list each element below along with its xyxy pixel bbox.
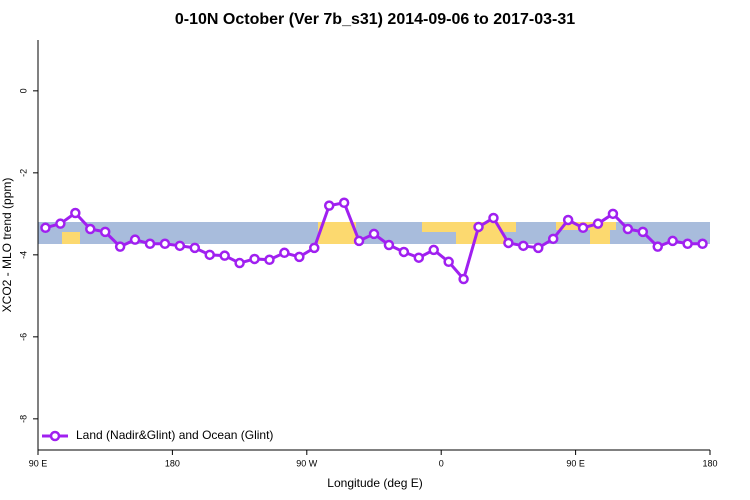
- point: [607, 208, 619, 220]
- point: [697, 238, 708, 250]
- point: [309, 242, 320, 254]
- point: [592, 218, 604, 229]
- y-tick-label: 0: [18, 88, 28, 93]
- point: [338, 197, 350, 209]
- point: [398, 246, 410, 258]
- point: [234, 257, 245, 269]
- point: [577, 222, 589, 234]
- land: [62, 232, 80, 244]
- point: [85, 223, 96, 235]
- point: [189, 242, 201, 254]
- land: [590, 230, 610, 244]
- point: [652, 241, 663, 252]
- x-tick-label: 90 E: [566, 458, 585, 468]
- point: [70, 207, 81, 219]
- y-tick-label: -2: [18, 169, 28, 177]
- x-axis-label: Longitude (deg E): [327, 476, 422, 490]
- point: [40, 222, 51, 234]
- point: [249, 253, 260, 265]
- point: [99, 226, 111, 238]
- point: [428, 244, 439, 256]
- land: [422, 222, 516, 232]
- x-tick-label: 90 W: [296, 458, 318, 468]
- point: [353, 235, 365, 247]
- point: [264, 254, 275, 266]
- axis-frame: [37, 40, 710, 451]
- point: [294, 251, 305, 263]
- point: [682, 238, 693, 250]
- point: [622, 223, 634, 235]
- y-axis-label: XCO2 - MLO trend (ppm): [0, 178, 14, 313]
- y-tick-label: -8: [18, 415, 28, 423]
- point: [219, 250, 230, 261]
- point: [533, 242, 544, 254]
- point: [547, 233, 559, 245]
- point: [667, 235, 678, 247]
- legend-label: Land (Nadir&Glint) and Ocean (Glint): [76, 428, 273, 442]
- point: [144, 238, 156, 250]
- point: [413, 252, 425, 263]
- y-tick-label: -4: [18, 251, 28, 259]
- y-tick-label: -6: [18, 333, 28, 341]
- point: [637, 226, 649, 238]
- point: [562, 214, 574, 226]
- point: [383, 239, 395, 251]
- point: [443, 256, 454, 268]
- point: [368, 228, 380, 240]
- point: [518, 240, 529, 252]
- point: [488, 212, 499, 224]
- x-tick-label: 0: [439, 458, 444, 468]
- point: [458, 273, 469, 285]
- point: [114, 241, 126, 252]
- x-tick-label: 90 E: [29, 458, 48, 468]
- land: [456, 232, 504, 244]
- chart-title: 0-10N October (Ver 7b_s31) 2014-09-06 to…: [175, 11, 575, 28]
- legend-marker: [49, 430, 61, 442]
- point: [473, 221, 484, 233]
- point: [204, 249, 215, 261]
- land: [318, 222, 356, 244]
- point: [55, 218, 66, 229]
- point: [503, 237, 514, 249]
- point: [279, 247, 290, 259]
- x-tick-label: 180: [702, 458, 717, 468]
- point: [323, 200, 335, 211]
- point: [159, 238, 171, 250]
- point: [174, 240, 186, 252]
- point: [129, 234, 141, 245]
- x-tick-label: 180: [165, 458, 180, 468]
